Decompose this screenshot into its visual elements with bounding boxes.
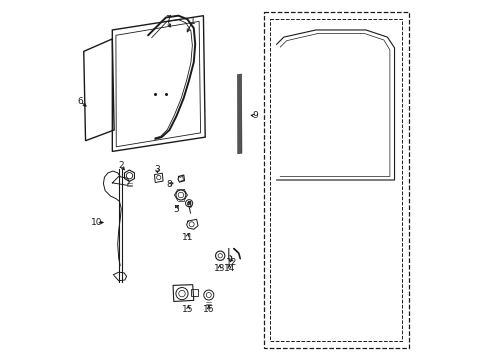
Text: 3: 3 <box>154 165 160 174</box>
Text: 2: 2 <box>118 161 124 170</box>
Text: 13: 13 <box>213 264 225 273</box>
Text: 10: 10 <box>90 219 102 228</box>
Text: 5: 5 <box>173 205 179 214</box>
Text: 16: 16 <box>203 305 214 314</box>
Text: 11: 11 <box>181 233 193 242</box>
Text: 6: 6 <box>77 97 83 106</box>
Text: 7: 7 <box>164 15 170 24</box>
Text: 4: 4 <box>186 201 192 210</box>
Polygon shape <box>237 74 242 154</box>
Text: 12: 12 <box>226 258 237 267</box>
Text: 1: 1 <box>189 17 195 26</box>
Text: 14: 14 <box>224 264 235 273</box>
Text: 15: 15 <box>182 305 193 314</box>
Text: 8: 8 <box>166 180 172 189</box>
Text: 9: 9 <box>252 111 258 120</box>
